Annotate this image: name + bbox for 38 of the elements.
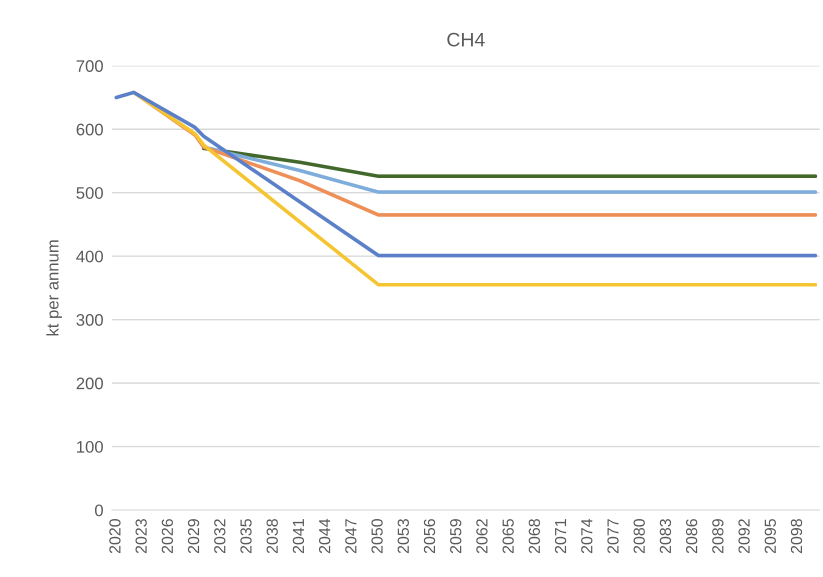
y-tick-label: 300	[76, 314, 103, 326]
y-axis-title: kt per annum	[46, 240, 62, 336]
y-tick-label: 700	[76, 60, 103, 72]
x-tick-label: 2065	[502, 519, 514, 554]
line-series	[114, 90, 818, 258]
x-tick-label: 2041	[292, 519, 304, 554]
x-tick-label: 2020	[109, 519, 121, 554]
x-tick-label: 2035	[240, 519, 252, 554]
y-tick-label: 200	[76, 378, 103, 390]
x-tick-label: 2026	[162, 519, 174, 554]
x-tick-label: 2032	[214, 519, 226, 554]
x-tick-label: 2053	[398, 519, 409, 554]
x-tick-label: 2074	[581, 518, 592, 554]
x-tick-label: 2071	[554, 519, 566, 554]
x-tick-label: 2059	[450, 519, 462, 554]
chart-title: CH4	[447, 32, 485, 47]
x-tick-label: 2050	[371, 519, 383, 554]
x-tick-label: 2044	[318, 518, 330, 554]
x-tick-label: 2056	[424, 519, 436, 554]
x-tick-label: 2023	[135, 519, 147, 554]
x-tick-label: 2029	[188, 519, 200, 554]
x-tick-label: 2038	[266, 519, 278, 554]
y-tick-label: 500	[76, 187, 103, 199]
y-tick-label: 600	[76, 124, 103, 136]
x-tick-label: 2083	[660, 519, 672, 554]
x-tick-label: 2098	[790, 519, 802, 554]
x-tick-label: 2068	[528, 519, 540, 554]
x-tick-label: 2092	[738, 519, 750, 554]
x-tick-label: 2095	[764, 519, 776, 554]
x-tick-label: 2077	[607, 519, 619, 554]
x-tick-label: 2062	[476, 519, 488, 554]
x-tick-label: 2047	[345, 519, 357, 554]
x-tick-label: 2086	[686, 519, 698, 554]
x-tick-label: 2089	[712, 519, 724, 554]
y-tick-label: 100	[77, 441, 103, 453]
x-tick-label: 2080	[634, 519, 645, 554]
y-tick-label: 0	[94, 504, 103, 516]
y-tick-label: 400	[76, 250, 103, 262]
